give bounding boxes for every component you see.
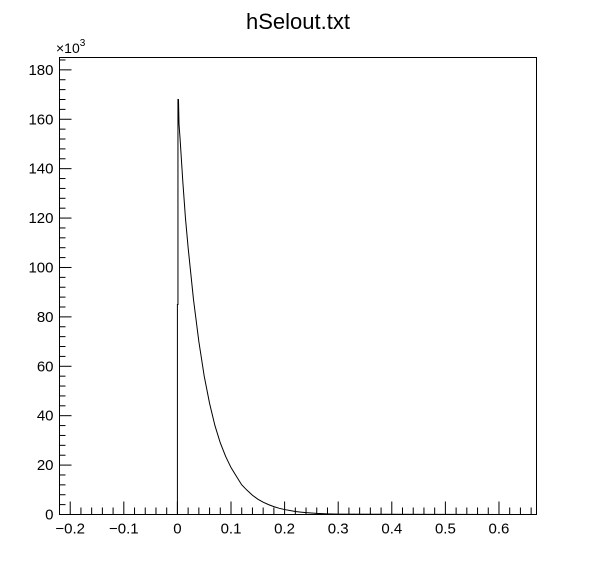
y-tick-label: 20 <box>37 457 54 474</box>
y-multiplier: ×103 <box>56 38 86 56</box>
y-tick-label: 40 <box>37 408 54 425</box>
y-axis: 0 20 40 60 80 100 120 140 160 180 <box>28 59 72 524</box>
y-tick-label: 140 <box>28 161 53 178</box>
x-axis: −0.2 −0.1 0 0.1 0.2 0.3 0.4 0.5 0.6 <box>55 501 532 538</box>
x-tick-label: −0.2 <box>55 521 85 538</box>
y-tick-label: 120 <box>28 210 53 227</box>
x-tick-label: 0.4 <box>381 521 402 538</box>
plot-frame <box>59 57 537 515</box>
y-tick-label: 180 <box>28 62 53 79</box>
x-tick-label: 0.2 <box>274 521 295 538</box>
x-tick-label: 0.3 <box>328 521 349 538</box>
y-tick-label: 80 <box>37 309 54 326</box>
y-multiplier-exponent: 3 <box>80 38 86 49</box>
chart-title: hSelout.txt <box>246 9 350 34</box>
x-tick-label: 0.6 <box>489 521 510 538</box>
y-tick-label: 100 <box>28 259 53 276</box>
series-line <box>59 98 537 515</box>
y-tick-label: 160 <box>28 111 53 128</box>
x-tick-label: 0.5 <box>435 521 456 538</box>
y-tick-label: 0 <box>45 507 53 524</box>
x-tick-label: 0.1 <box>221 521 242 538</box>
x-tick-label: 0 <box>173 521 181 538</box>
x-tick-label: −0.1 <box>109 521 139 538</box>
y-tick-label: 60 <box>37 358 54 375</box>
y-multiplier-base: ×10 <box>56 40 80 56</box>
